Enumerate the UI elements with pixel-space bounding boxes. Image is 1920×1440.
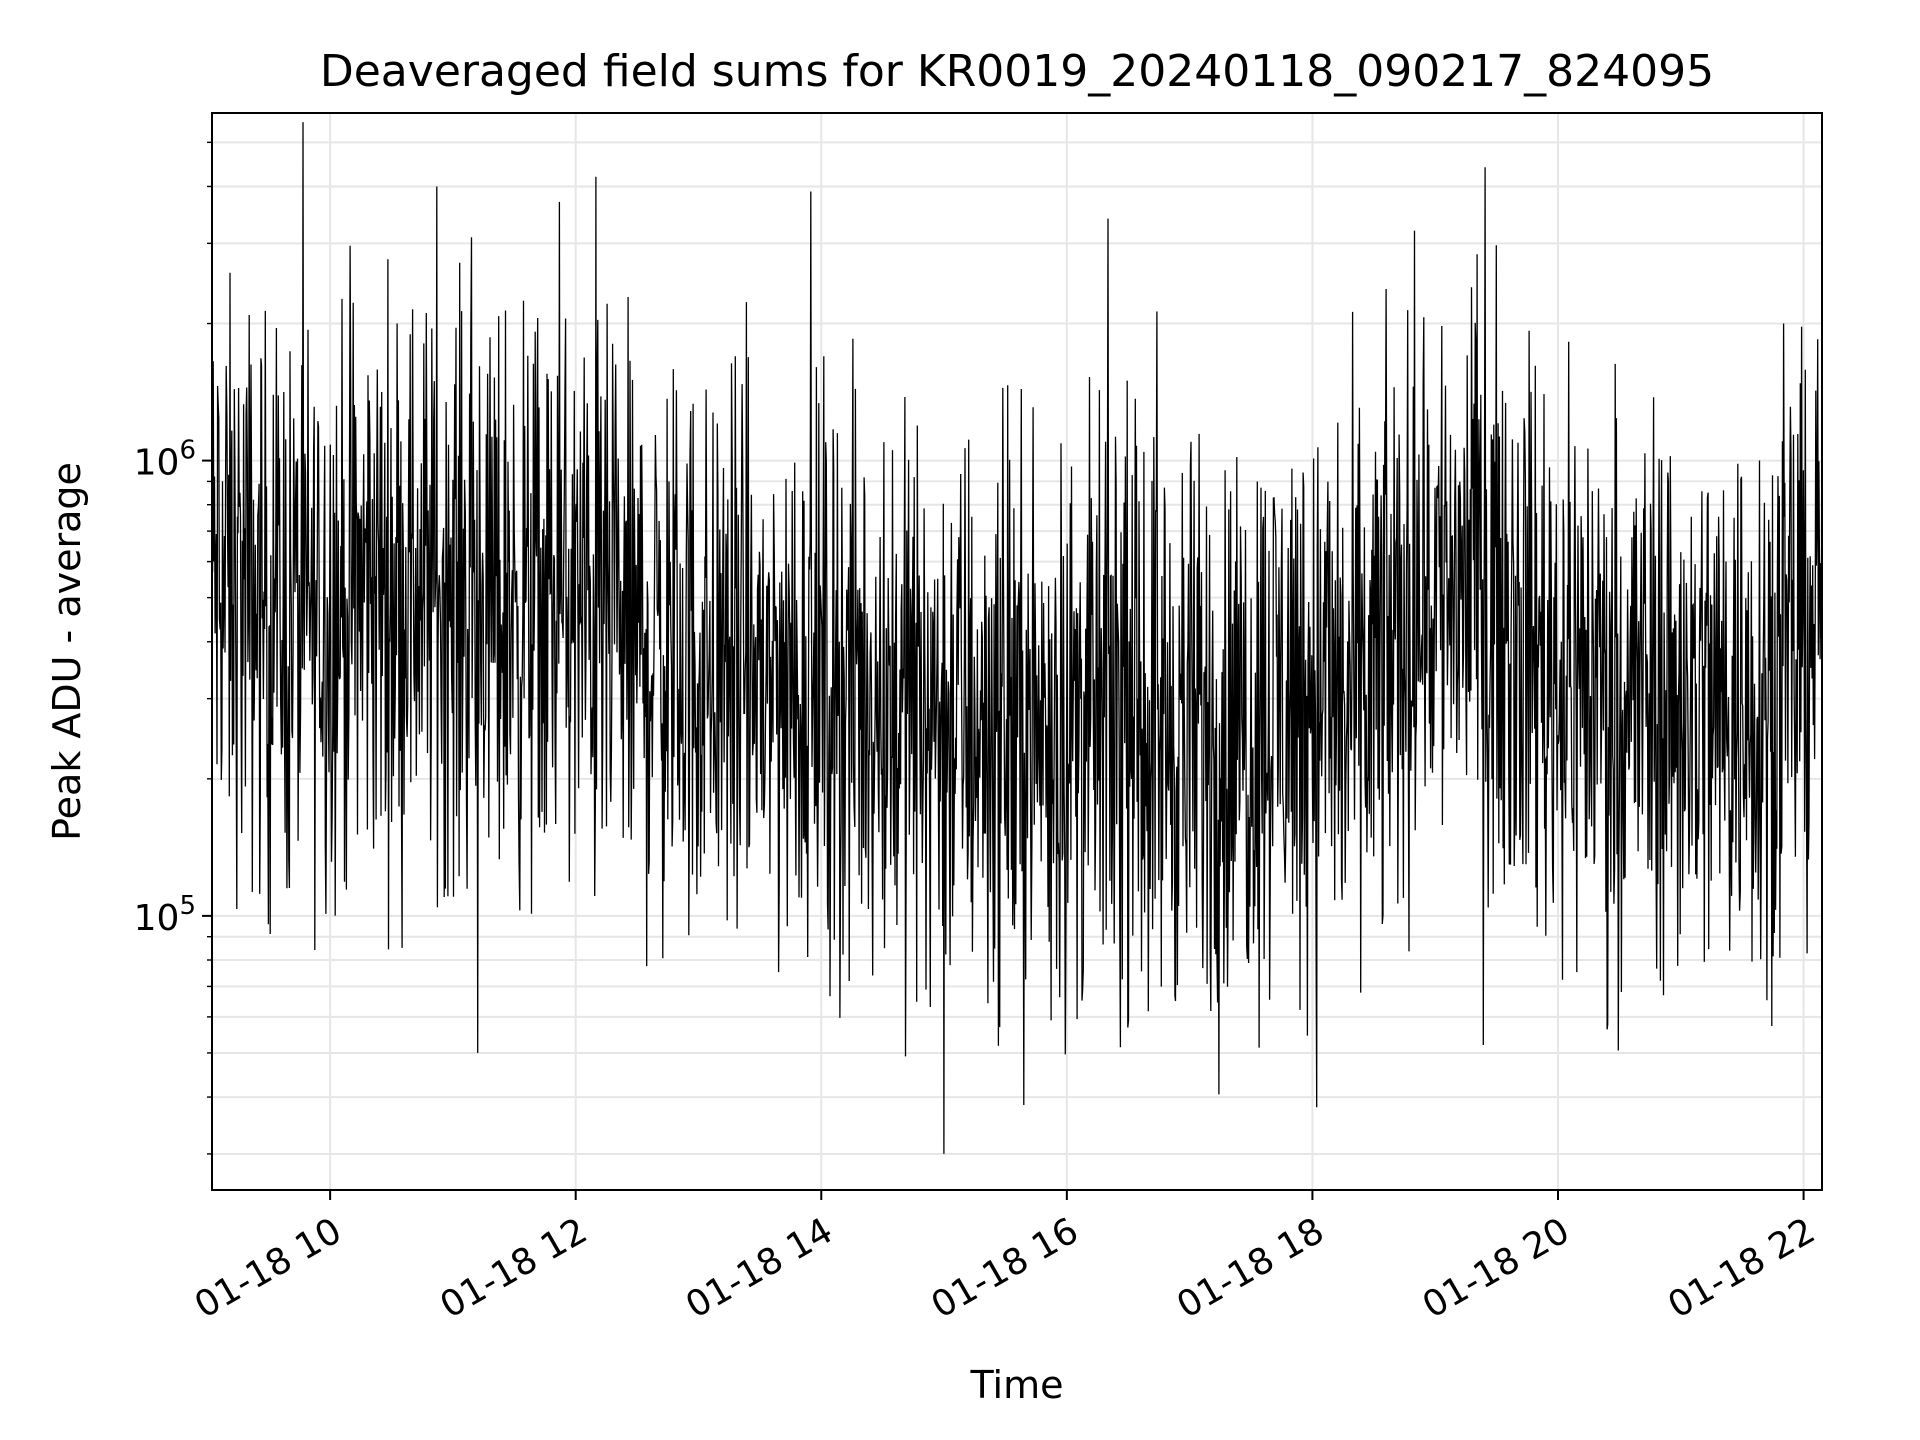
x-axis-label: Time [970, 1363, 1064, 1407]
chart-title: Deaveraged field sums for KR0019_2024011… [320, 46, 1714, 97]
y-tick-label: 105 [134, 891, 196, 939]
data-series-path [211, 122, 1823, 1154]
series-line [211, 122, 1823, 1154]
y-axis-label: Peak ADU - average [45, 462, 89, 841]
grid [212, 113, 1822, 1190]
plot-frame [211, 112, 1823, 1191]
y-tick-label: 106 [134, 436, 196, 484]
